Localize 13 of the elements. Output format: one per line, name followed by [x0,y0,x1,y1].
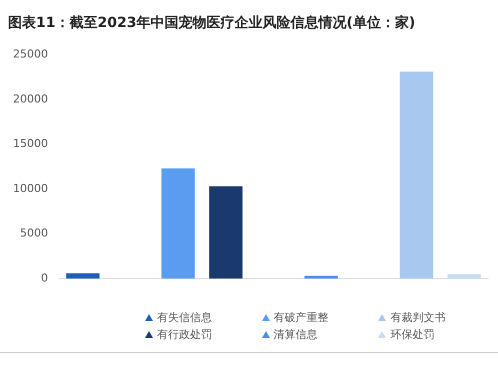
y-tick-label: 15000 [12,137,48,150]
legend-label: 有失信信息 [157,310,212,325]
legend-label: 清算信息 [274,327,318,342]
legend-label: 有裁判文书 [390,310,446,325]
chart-title: 图表11：截至2023年中国宠物医疗企业风险信息情况(单位：家) [8,14,416,32]
legend-label: 有破产重整 [274,310,329,325]
y-tick-label: 5000 [20,226,48,240]
legend-label: 环保处罚 [390,327,434,342]
y-tick-label: 10000 [12,182,48,195]
y-tick-label: 25000 [12,47,48,60]
y-tick-label: 20000 [12,92,48,106]
legend-label: 有行政处罚 [157,327,212,342]
y-tick-label: 0 [40,271,48,284]
